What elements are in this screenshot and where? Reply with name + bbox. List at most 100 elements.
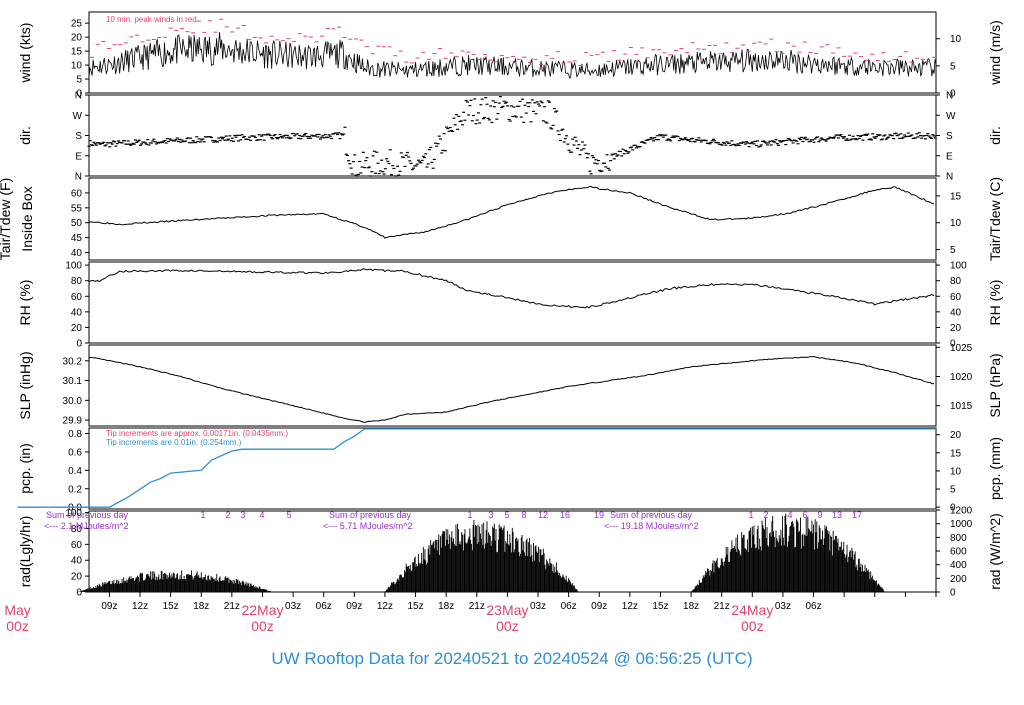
rad-ytick-right-label: 600: [950, 547, 967, 558]
x-tick-label: 21z: [469, 601, 485, 612]
x-day-label-hour: 00z: [251, 618, 274, 634]
wind-ytick-right-label: 0: [950, 89, 956, 100]
rad-hour-label: 4: [259, 510, 264, 520]
rad-hour-label: 17: [852, 510, 862, 520]
pcp-ytick-right-label: 15: [950, 448, 962, 459]
temp-ytick-right-label: 10: [950, 218, 962, 229]
dir-ytick-label: N: [75, 91, 82, 102]
rh-line: [88, 268, 935, 309]
x-day-label-hour: 00z: [741, 618, 764, 634]
slp-ytick-label: 30.0: [63, 396, 83, 407]
rh-ytick-label: 100: [65, 261, 82, 272]
pcp-ytick-label: 0.4: [68, 466, 82, 477]
x-day-label-hour: 00z: [6, 618, 29, 634]
rad-hour-label: 8: [521, 510, 526, 520]
x-tick-label: 06z: [316, 601, 332, 612]
rh-ytick-label: 80: [71, 276, 83, 287]
temp-ytick-right-label: 5: [950, 245, 956, 256]
pcp-panel-frame: [88, 427, 937, 510]
temp-ytick-label: 45: [71, 233, 83, 244]
rad-ytick-right-label: 1000: [950, 519, 973, 530]
pcp-ytick-right-label: 5: [950, 485, 956, 496]
temp-ylabel-right: Tair/Tdew (C): [987, 177, 1003, 261]
wind-speed-line: [88, 31, 937, 79]
rad-sum-value: <--- 19.18 MJoules/m^2: [604, 521, 699, 531]
wind-ylabel-right: wind (m/s): [987, 20, 1003, 86]
x-tick-label: 06z: [561, 601, 577, 612]
temp-panel-frame: [88, 177, 937, 261]
rh-ytick-right-label: 100: [950, 261, 967, 272]
dir-ytick-right-label: E: [946, 151, 953, 162]
rh-ylabel-right: RH (%): [987, 280, 1003, 326]
dir-ytick-label: E: [75, 151, 82, 162]
wind-peak-marks: [90, 18, 936, 67]
rad-ytick-label: 80: [71, 524, 83, 535]
rad-hour-label: 16: [560, 510, 570, 520]
rh-ytick-label: 60: [71, 292, 83, 303]
x-day-label: 22May: [241, 602, 283, 618]
rad-hour-label: 2: [763, 510, 768, 520]
rad-hour-label: 2: [225, 510, 230, 520]
slp-ytick-right-label: 1020: [950, 372, 973, 383]
temp-ytick-right-label: 15: [950, 191, 962, 202]
pcp-ylabel: pcp. (in): [17, 443, 33, 494]
temp-ylabel: Inside Box: [19, 186, 35, 251]
pcp-ytick-right-label: 10: [950, 466, 962, 477]
pcp-ytick-right-label: 0: [950, 503, 956, 514]
rad-sum-label: Sum of previous day: [46, 510, 129, 520]
rad-ytick-right-label: 200: [950, 574, 967, 585]
rad-ytick-right-label: 1200: [950, 506, 973, 517]
wind-ytick-label: 0: [76, 89, 82, 100]
x-tick-label: 09z: [101, 601, 117, 612]
rh-ytick-right-label: 0: [950, 339, 956, 350]
rad-hour-label: 5: [504, 510, 509, 520]
pcp-line: [17, 428, 936, 508]
x-day-label-hour: 00z: [496, 618, 519, 634]
dir-ylabel: dir.: [17, 126, 33, 145]
rh-ylabel: RH (%): [17, 280, 33, 326]
dir-ytick-label: W: [73, 111, 83, 122]
x-tick-label: 21z: [224, 601, 240, 612]
rh-ytick-right-label: 60: [950, 292, 962, 303]
pcp-ytick-label: 0.0: [68, 503, 82, 514]
rad-hour-label: 19: [594, 510, 604, 520]
rad-hour-label: 6: [802, 510, 807, 520]
rad-ytick-right-label: 400: [950, 560, 967, 571]
wind-ylabel: wind (kts): [17, 23, 33, 84]
pcp-ytick-label: 0.6: [68, 447, 82, 458]
pcp-ytick-label: 0.8: [68, 429, 82, 440]
wind-ytick-label: 5: [76, 75, 82, 86]
x-day-label: 23May: [486, 602, 528, 618]
x-day-label: May: [4, 602, 30, 618]
slp-ylabel-right: SLP (hPa): [987, 353, 1003, 417]
slp-ytick-label: 29.9: [63, 416, 83, 427]
rh-ytick-right-label: 80: [950, 276, 962, 287]
rad-ytick-label: 20: [71, 572, 83, 583]
rad-hour-label: 5: [286, 510, 291, 520]
rad-ytick-label: 0: [76, 588, 82, 599]
x-tick-label: 18z: [438, 601, 454, 612]
rad-ylabel: rad(Lgly/hr): [17, 516, 33, 588]
x-tick-label: 12z: [132, 601, 148, 612]
temp-ytick-label: 60: [71, 188, 83, 199]
wind-ytick-right-label: 10: [950, 34, 962, 45]
pcp-ytick-right-label: 20: [950, 430, 962, 441]
x-tick-label: 15z: [407, 601, 423, 612]
temp-ytick-label: 40: [71, 248, 83, 259]
temp-ytick-label: 55: [71, 203, 83, 214]
rh-ytick-right-label: 40: [950, 307, 962, 318]
dir-ytick-right-label: N: [946, 172, 953, 183]
pcp-annotation-approx: Tip increments are approx. 0.00171in. (0…: [106, 429, 288, 438]
rad-ytick-label: 100: [65, 508, 82, 519]
x-tick-label: 03z: [775, 601, 791, 612]
wind-ytick-label: 25: [71, 19, 83, 30]
x-tick-label: 03z: [530, 601, 546, 612]
dir-marks: [87, 95, 937, 177]
rad-ytick-right-label: 800: [950, 533, 967, 544]
x-tick-label: 09z: [591, 601, 607, 612]
wind-ytick-label: 10: [71, 61, 83, 72]
dir-ytick-right-label: S: [946, 131, 953, 142]
rad-hour-label: 1: [748, 510, 753, 520]
rad-hour-label: 4: [787, 510, 792, 520]
